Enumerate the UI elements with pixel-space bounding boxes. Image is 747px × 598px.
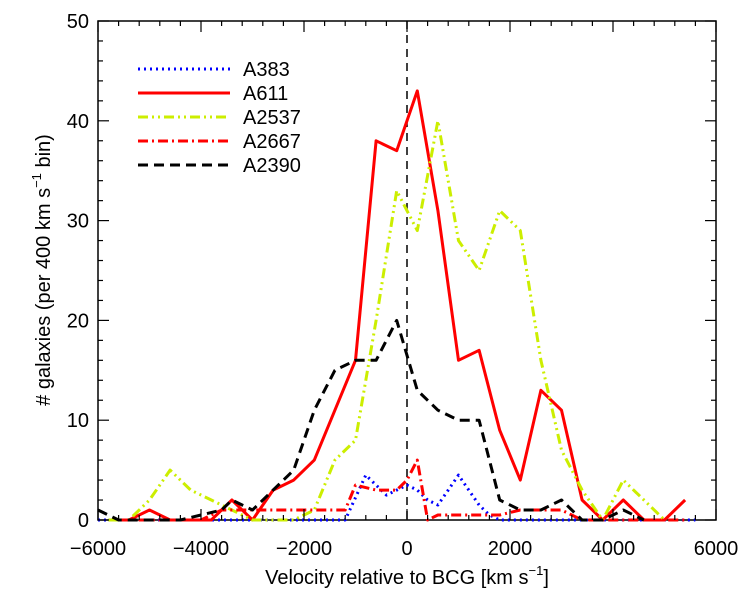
y-axis-label-end: bin) — [33, 134, 55, 173]
y-axis-label-superscript: −1 — [29, 173, 44, 188]
x-axis-label-end: ] — [543, 567, 549, 589]
x-axis-label: Velocity relative to BCG [km s−1] — [265, 563, 549, 589]
series-layer — [97, 89, 696, 522]
legend-label-a383: A383 — [243, 59, 290, 81]
y-tick-label: 10 — [67, 410, 89, 432]
x-tick-label: 4000 — [591, 538, 636, 560]
legend-label-a2390: A2390 — [243, 155, 301, 177]
y-axis-label-text: # galaxies (per 400 km s — [33, 188, 55, 406]
series-line-a2667 — [118, 458, 686, 522]
y-tick-label: 20 — [67, 310, 89, 332]
x-axis-label-text: Velocity relative to BCG [km s — [265, 567, 528, 589]
x-tick-label: −4000 — [173, 538, 229, 560]
x-tick-label: 0 — [401, 538, 412, 560]
legend-label-a611: A611 — [243, 83, 288, 105]
x-tick-label: −2000 — [276, 538, 332, 560]
y-axis-label: # galaxies (per 400 km s−1 bin) — [29, 134, 55, 406]
legend-label-a2667: A2667 — [243, 131, 301, 153]
y-tick-label: 30 — [67, 211, 89, 233]
y-tick-label: 0 — [78, 510, 89, 532]
y-tick-label: 50 — [67, 11, 89, 33]
axes-layer: −6000 −4000 −2000 0 2000 4000 6000 0 10 20 30 40 50 — [67, 11, 739, 560]
legend-label-a2537: A2537 — [243, 107, 301, 129]
x-axis-label-superscript: −1 — [529, 563, 544, 578]
x-tick-label: 2000 — [488, 538, 533, 560]
x-tick-label: 6000 — [694, 538, 739, 560]
series-line-a2537 — [108, 119, 666, 522]
x-tick-label: −6000 — [70, 538, 126, 560]
y-tick-label: 40 — [67, 111, 89, 133]
